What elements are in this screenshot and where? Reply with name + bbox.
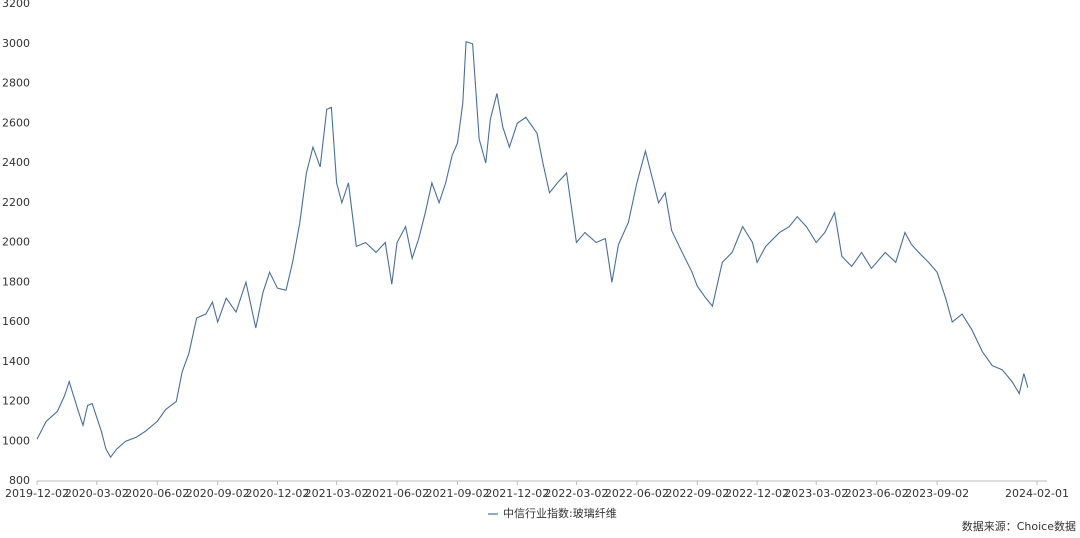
y-tick-label: 3000: [2, 37, 30, 50]
x-tick-label: 2020-09-02: [186, 487, 250, 500]
y-tick-label: 2400: [2, 156, 30, 169]
x-tick-label: 2020-12-02: [246, 487, 310, 500]
y-tick-label: 1000: [2, 434, 30, 447]
x-tick-label: 2022-03-02: [544, 487, 608, 500]
x-tick-label: 2022-06-02: [605, 487, 669, 500]
x-tick-label: 2024-02-01: [1005, 487, 1069, 500]
x-tick-label: 2022-09-02: [665, 487, 729, 500]
x-tick-label: 2021-12-02: [485, 487, 549, 500]
x-tick-label: 2021-06-02: [365, 487, 429, 500]
y-tick-label: 1600: [2, 315, 30, 328]
y-tick-label: 2800: [2, 77, 30, 90]
y-tick-label: 2000: [2, 236, 30, 249]
x-tick-label: 2021-03-02: [305, 487, 369, 500]
x-tick-label: 2023-09-02: [905, 487, 969, 500]
x-tick-label: 2019-12-02: [5, 487, 69, 500]
x-tick-label: 2022-12-02: [725, 487, 789, 500]
y-tick-label: 2600: [2, 116, 30, 129]
y-tick-label: 2200: [2, 196, 30, 209]
x-tick-label: 2020-03-02: [65, 487, 129, 500]
x-tick-label: 2020-06-02: [125, 487, 189, 500]
y-tick-label: 1400: [2, 355, 30, 368]
y-tick-label: 1800: [2, 275, 30, 288]
y-tick-label: 1200: [2, 395, 30, 408]
y-tick-label: 800: [9, 474, 30, 487]
series-line: [36, 41, 1029, 459]
x-tick-label: 2023-03-02: [784, 487, 848, 500]
y-tick-label: 3200: [2, 0, 30, 10]
x-tick-label: 2021-09-02: [426, 487, 490, 500]
legend-label: 中信行业指数:玻璃纤维: [503, 506, 617, 520]
x-tick-label: 2023-06-02: [845, 487, 909, 500]
source-note: 数据来源：Choice数据: [962, 519, 1076, 533]
